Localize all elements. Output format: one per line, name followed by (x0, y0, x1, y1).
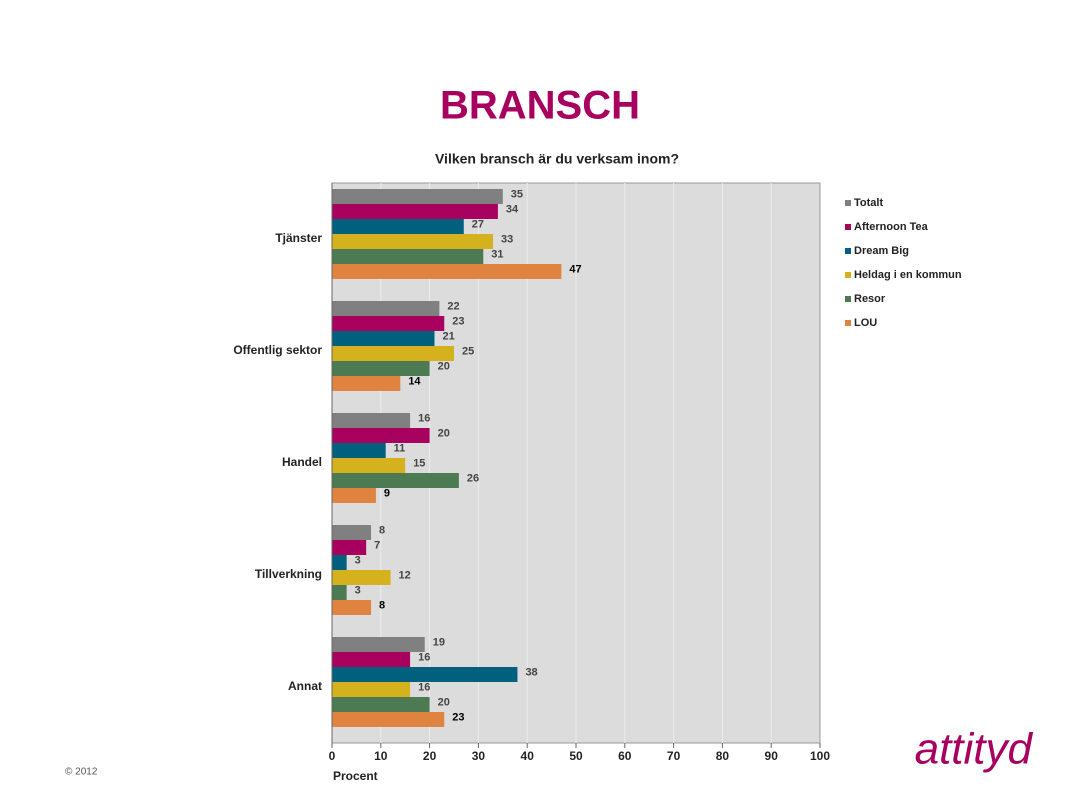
x-tick-label: 30 (472, 749, 486, 763)
x-tick-label: 60 (618, 749, 632, 763)
value-label: 25 (462, 345, 474, 357)
value-label: 8 (379, 599, 385, 611)
bar (332, 189, 503, 204)
bar (332, 682, 411, 697)
value-label: 16 (418, 651, 430, 663)
value-label: 35 (511, 188, 523, 200)
value-label: 20 (438, 427, 450, 439)
bar (332, 346, 454, 361)
value-label: 47 (569, 263, 581, 275)
legend-swatch (845, 272, 851, 278)
chart-title: Vilken bransch är du verksam inom? (435, 151, 679, 167)
bar (332, 234, 494, 249)
bar (332, 331, 435, 346)
value-label: 3 (355, 554, 361, 566)
bar (332, 413, 411, 428)
x-tick-label: 90 (765, 749, 779, 763)
value-label: 23 (452, 315, 464, 327)
bar (332, 585, 347, 600)
bar (332, 652, 411, 667)
y-tick-label: Tillverkning (255, 567, 322, 581)
x-axis-label: Procent (333, 769, 378, 783)
value-label: 20 (438, 360, 450, 372)
legend-label: Totalt (854, 197, 883, 209)
value-label: 15 (413, 457, 425, 469)
x-tick-label: 40 (521, 749, 535, 763)
x-tick-label: 50 (569, 749, 583, 763)
value-label: 22 (447, 300, 459, 312)
legend-label: Afternoon Tea (854, 221, 929, 233)
bar (332, 361, 430, 376)
y-tick-label: Tjänster (275, 231, 322, 245)
value-label: 19 (433, 636, 445, 648)
legend-swatch (845, 224, 851, 230)
value-label: 12 (399, 569, 411, 581)
bar (332, 264, 562, 279)
value-label: 21 (442, 330, 454, 342)
legend-label: Heldag i en kommun (854, 269, 962, 281)
value-label: 7 (374, 539, 380, 551)
bar (332, 204, 498, 219)
legend-label: Dream Big (854, 245, 909, 257)
logo: attityd (915, 725, 1034, 774)
value-label: 34 (506, 203, 519, 215)
footer: © 2012 (65, 767, 98, 778)
bar (332, 637, 425, 652)
value-label: 26 (467, 472, 479, 484)
x-tick-label: 10 (374, 749, 388, 763)
bar (332, 301, 440, 316)
bar (332, 697, 430, 712)
bar (332, 488, 376, 503)
value-label: 23 (452, 711, 464, 723)
legend-swatch (845, 200, 851, 206)
value-label: 9 (384, 487, 390, 499)
bar (332, 316, 445, 331)
y-tick-label: Handel (282, 455, 322, 469)
y-tick-label: Offentlig sektor (233, 343, 322, 357)
legend-label: LOU (854, 317, 877, 329)
bar (332, 473, 459, 488)
legend-label: Resor (854, 293, 886, 305)
x-tick-label: 80 (716, 749, 730, 763)
value-label: 33 (501, 233, 513, 245)
x-tick-label: 100 (810, 749, 830, 763)
value-label: 8 (379, 524, 385, 536)
bar (332, 525, 372, 540)
bar (332, 443, 386, 458)
bar (332, 570, 391, 585)
bar (332, 667, 518, 682)
bar (332, 376, 401, 391)
y-tick-label: Annat (288, 679, 322, 693)
bar (332, 458, 406, 473)
bar (332, 712, 445, 727)
value-label: 20 (438, 696, 450, 708)
bar (332, 600, 372, 615)
value-label: 11 (394, 442, 406, 454)
bar (332, 555, 347, 570)
value-label: 3 (355, 584, 361, 596)
bar (332, 219, 464, 234)
bar (332, 428, 430, 443)
value-label: 38 (525, 666, 537, 678)
x-tick-label: 20 (423, 749, 437, 763)
value-label: 27 (472, 218, 484, 230)
value-label: 16 (418, 681, 430, 693)
value-label: 16 (418, 412, 430, 424)
x-tick-label: 0 (329, 749, 336, 763)
value-label: 14 (408, 375, 421, 387)
x-tick-label: 70 (667, 749, 681, 763)
legend-swatch (845, 248, 851, 254)
value-label: 31 (491, 248, 503, 260)
bar (332, 540, 367, 555)
bar (332, 249, 484, 264)
page-title: BRANSCH (440, 84, 640, 128)
legend-swatch (845, 296, 851, 302)
legend-swatch (845, 320, 851, 326)
